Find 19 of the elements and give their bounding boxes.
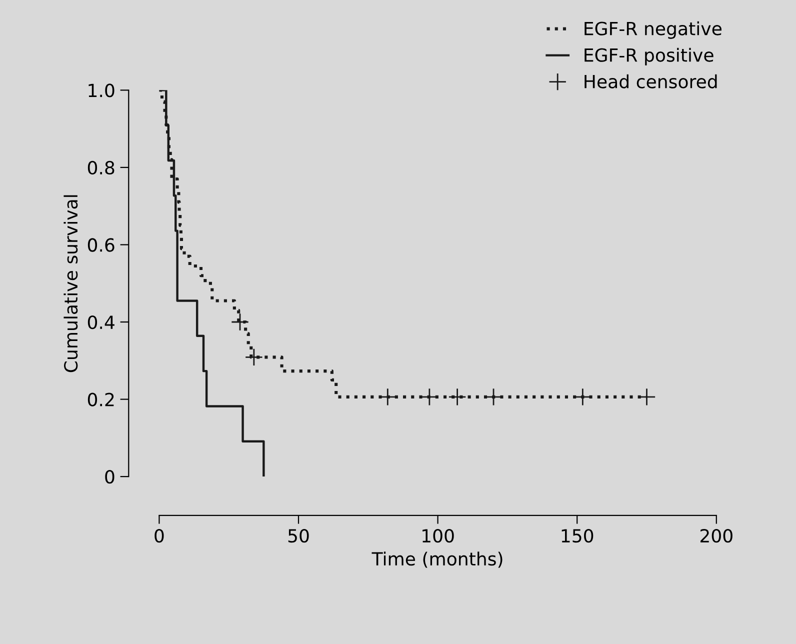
y-tick-label: 0.8 — [88, 160, 114, 175]
x-axis-title: Time (months) — [372, 552, 502, 568]
legend-label: Head censored — [584, 74, 717, 88]
x-tick-label: 200 — [700, 528, 732, 543]
x-tick-label: 50 — [288, 528, 309, 543]
legend-label: EGF-R positive — [584, 48, 714, 66]
y-axis-title: Cumulative survival — [64, 195, 78, 372]
point — [230, 312, 250, 332]
point — [244, 348, 263, 366]
y-tick-label: 0 — [105, 470, 114, 484]
y-tick-label: 0.4 — [88, 315, 114, 330]
point — [448, 388, 466, 406]
x-tick-label: 0 — [154, 528, 164, 543]
x-tick-label: 100 — [422, 528, 454, 543]
y-tick-label: 0.2 — [88, 392, 114, 406]
y-tick-label: 0.6 — [88, 238, 114, 252]
legend-label: EGF-R negative — [584, 21, 722, 39]
y-tick-label: 1.0 — [88, 84, 114, 98]
x-tick-label: 150 — [562, 528, 594, 543]
